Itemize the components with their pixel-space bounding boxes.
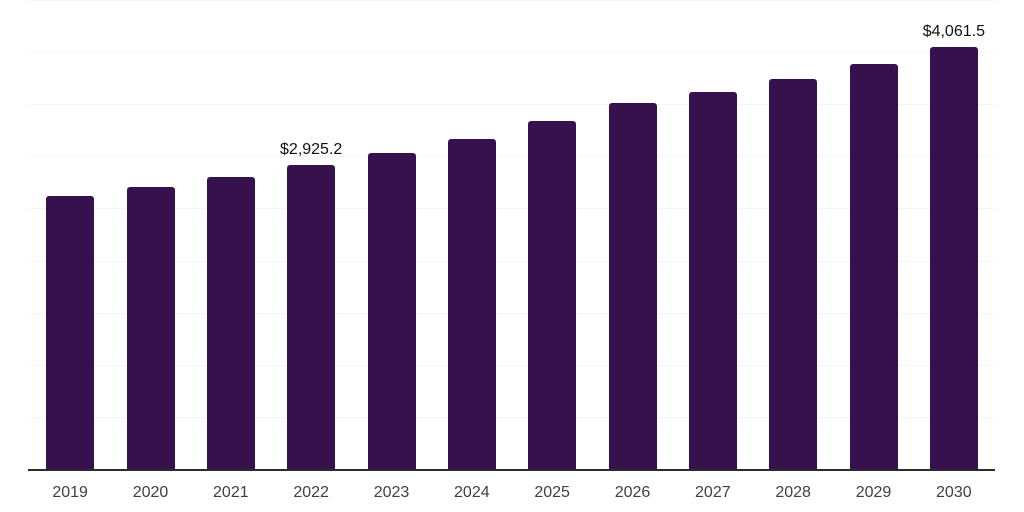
- gridline-2000: [30, 260, 994, 262]
- value-label-2022: $2,925.2: [280, 141, 343, 159]
- x-tick-label-2027: 2027: [695, 484, 731, 501]
- gridline-4500: [30, 0, 994, 1]
- gridline-4000: [30, 52, 994, 54]
- x-tick-label-2025: 2025: [534, 484, 570, 501]
- bar-2022: [287, 165, 336, 470]
- x-tick-label-2026: 2026: [614, 484, 651, 501]
- x-tick-label-2023: 2023: [373, 484, 410, 501]
- x-tick-label-2030: 2030: [936, 484, 972, 501]
- bar-2030: [929, 46, 978, 470]
- gridline-3000: [30, 156, 994, 158]
- bar-2026: [608, 103, 657, 470]
- x-tick-label-2022: 2022: [293, 484, 329, 501]
- bar-2027: [688, 91, 737, 470]
- gridline-2500: [30, 208, 994, 210]
- plot-area: $2,925.2 $4,061.5: [30, 0, 994, 470]
- x-tick-label-2020: 2020: [132, 484, 169, 501]
- gridline-500: [30, 416, 994, 418]
- bar-2029: [849, 63, 898, 470]
- x-axis: 2019 2020 2021 2022 2023 2024 2025 2026 2027 2028…: [30, 484, 994, 506]
- bar-2023: [367, 153, 416, 470]
- x-tick-label-2024: 2024: [454, 484, 490, 501]
- bar-2019: [46, 196, 95, 470]
- x-axis-line: [28, 469, 995, 471]
- x-tick-label-2028: 2028: [775, 484, 811, 501]
- gridline-1500: [30, 312, 994, 314]
- bar-2021: [206, 177, 255, 470]
- value-label-2030: $4,061.5: [922, 22, 985, 40]
- bar-2024: [447, 139, 496, 470]
- bar-2020: [126, 186, 175, 470]
- x-tick-label-2029: 2029: [855, 484, 892, 501]
- gridline-3500: [30, 104, 994, 106]
- bar-2025: [528, 120, 577, 470]
- bar-2028: [769, 78, 818, 470]
- gridline-1000: [30, 364, 994, 366]
- x-tick-label-2021: 2021: [213, 484, 249, 501]
- x-tick-label-2019: 2019: [52, 484, 88, 501]
